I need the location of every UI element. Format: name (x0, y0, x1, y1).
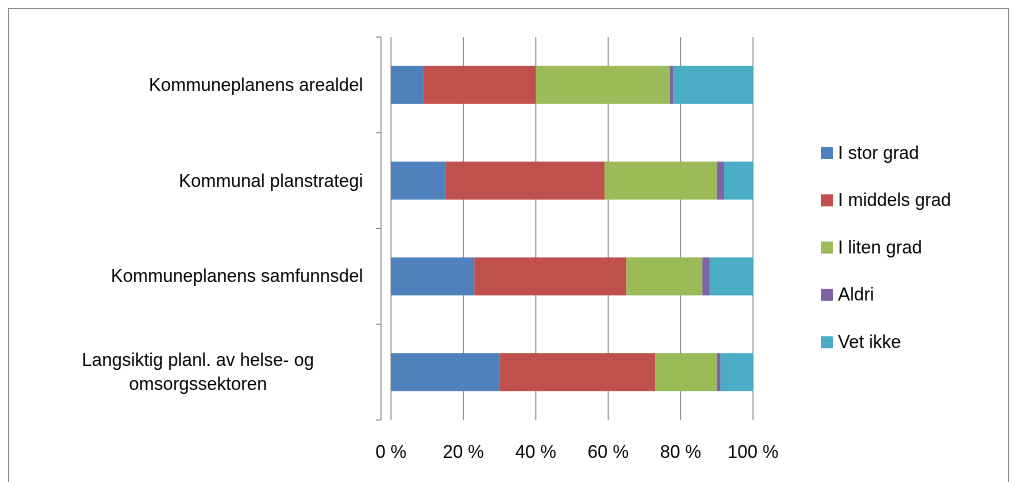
legend-label: I stor grad (838, 143, 919, 163)
y-tick-label-text: Langsiktig planl. av helse- og omsorgsse… (81, 350, 315, 395)
bar-segment (673, 65, 753, 104)
legend-label: I middels grad (838, 190, 951, 210)
bar-segment (604, 161, 717, 200)
x-tick-label: 80 % (660, 442, 701, 462)
bar-segment (724, 161, 753, 200)
bar-segment (702, 257, 710, 296)
legend-label: Vet ikke (838, 332, 901, 352)
x-tick-label: 20 % (443, 442, 484, 462)
bar-segment (391, 257, 475, 296)
legend-swatch (821, 147, 833, 159)
legend-label: Aldri (838, 285, 874, 305)
bar-segment (474, 257, 627, 296)
legend-swatch (821, 194, 833, 207)
y-tick-label: Kommunal planstrategi (33, 169, 363, 193)
x-tick-label: 60 % (588, 442, 629, 462)
x-tick-label: 0 % (375, 442, 406, 462)
legend-swatch (821, 288, 833, 301)
bar-segment (716, 161, 725, 200)
bar-segment (445, 161, 605, 200)
x-tick-label: 100 % (727, 442, 778, 462)
y-tick-label-text: Kommuneplanens arealdel (148, 74, 363, 95)
legend-swatch (821, 241, 833, 254)
bar-segment (391, 353, 500, 392)
bar-segment (423, 65, 536, 104)
y-tick-label-text: Kommuneplanens samfunnsdel (110, 266, 363, 287)
y-tick-label: Langsiktig planl. av helse- og omsorgsse… (33, 348, 363, 396)
bar-segment (391, 65, 424, 104)
bar-segment (535, 65, 670, 104)
bar-segment (626, 257, 703, 296)
bar-segment (655, 353, 717, 392)
bar-segment (391, 161, 446, 200)
bar-segment (716, 353, 721, 392)
bar-segment (669, 65, 674, 104)
y-tick-label: Kommuneplanens samfunnsdel (33, 264, 363, 288)
y-tick-label: Kommuneplanens arealdel (33, 73, 363, 97)
bar-segment (709, 257, 753, 296)
legend-label: I liten grad (838, 237, 922, 257)
bar-segment (720, 353, 753, 392)
y-tick-label-text: Kommunal planstrategi (178, 170, 363, 191)
legend-swatch (821, 336, 833, 349)
bar-segment (499, 353, 656, 392)
chart-border (8, 8, 1009, 482)
x-tick-label: 40 % (515, 442, 556, 462)
